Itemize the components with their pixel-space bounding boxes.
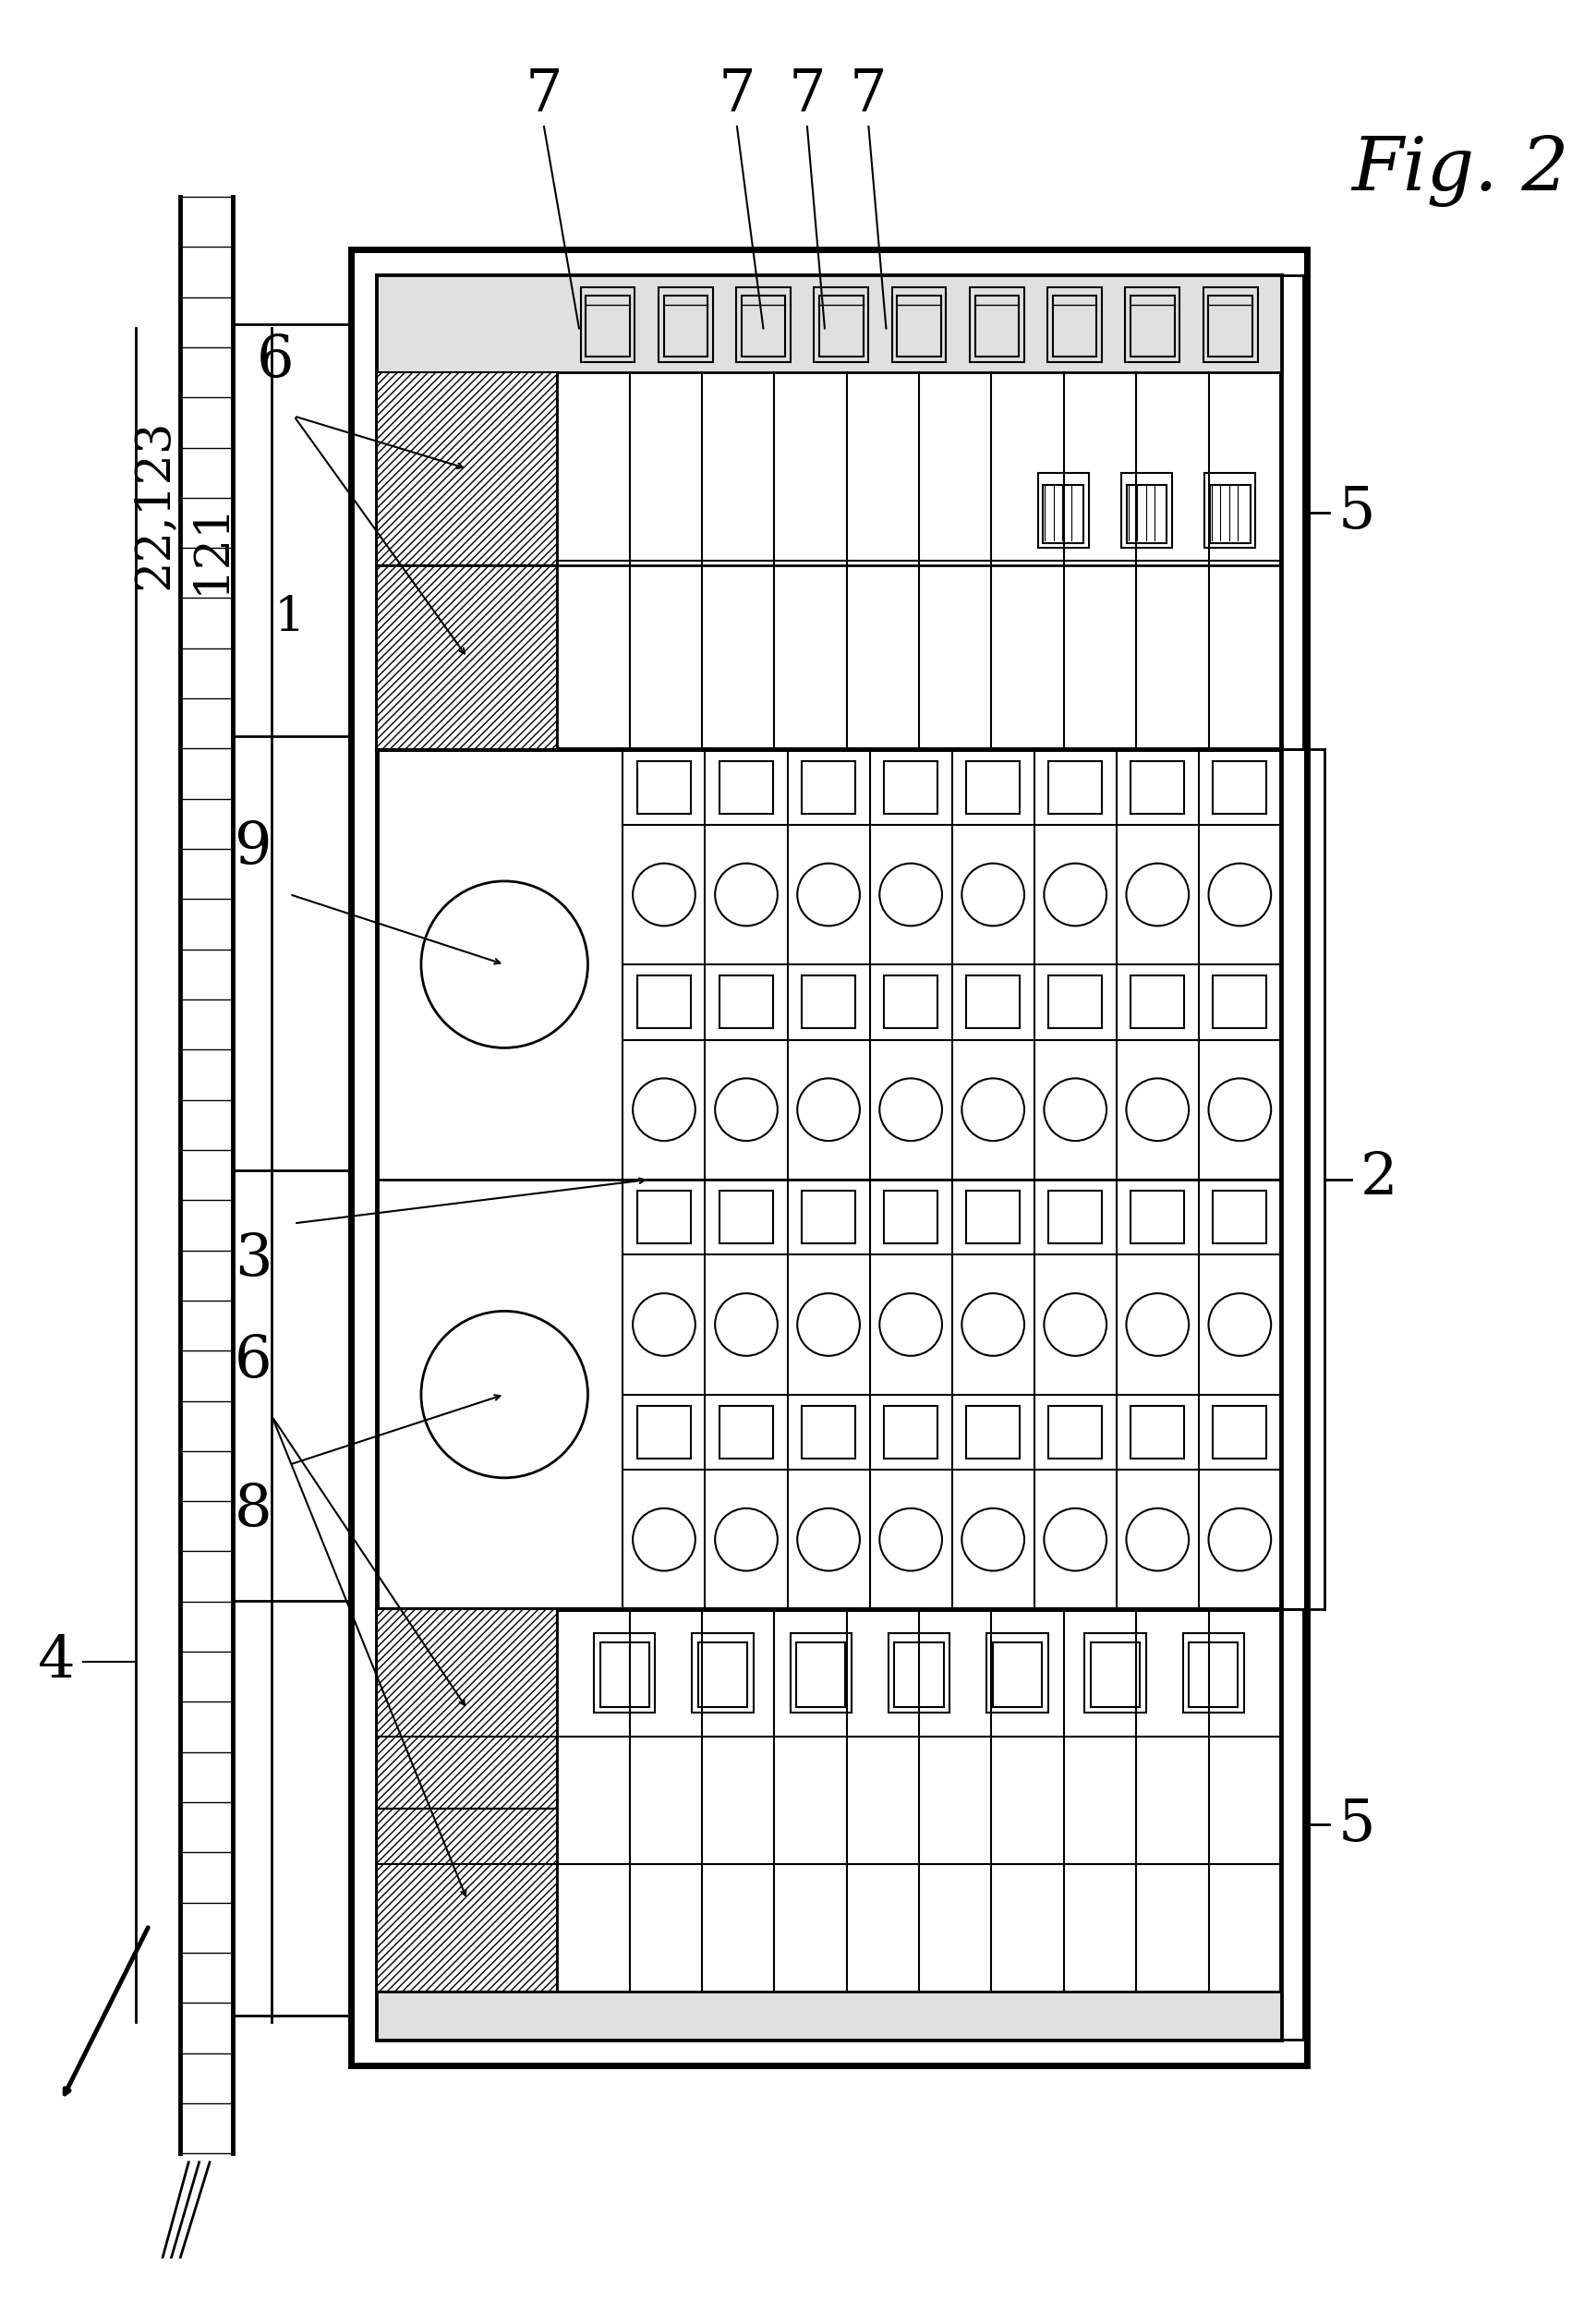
- Bar: [693, 1633, 753, 1712]
- Bar: [377, 275, 1282, 372]
- Bar: [351, 250, 1307, 2066]
- Bar: [1132, 1191, 1184, 1244]
- Bar: [637, 976, 691, 1029]
- Bar: [377, 275, 1282, 749]
- Text: 7: 7: [788, 65, 825, 123]
- Bar: [1047, 287, 1101, 361]
- Bar: [970, 287, 1025, 361]
- Text: 7: 7: [849, 65, 887, 123]
- Bar: [581, 287, 635, 361]
- Bar: [966, 1406, 1020, 1460]
- Text: 121: 121: [187, 502, 235, 594]
- Bar: [889, 1633, 950, 1712]
- Bar: [1049, 1191, 1101, 1244]
- Bar: [975, 296, 1018, 356]
- Bar: [790, 1633, 852, 1712]
- Text: 6: 6: [235, 1335, 271, 1390]
- Bar: [986, 1633, 1049, 1712]
- Text: 5: 5: [1337, 1797, 1376, 1853]
- Bar: [659, 287, 713, 361]
- Bar: [966, 761, 1020, 814]
- Bar: [1049, 1406, 1101, 1460]
- Bar: [600, 1642, 650, 1707]
- Bar: [1122, 474, 1171, 548]
- Text: 5: 5: [1337, 483, 1376, 541]
- Bar: [897, 296, 942, 356]
- Bar: [1203, 287, 1258, 361]
- Bar: [637, 1406, 691, 1460]
- Bar: [814, 287, 868, 361]
- Bar: [586, 296, 630, 356]
- Bar: [966, 1191, 1020, 1244]
- Text: 4: 4: [38, 1633, 77, 1691]
- Bar: [1210, 483, 1250, 544]
- Bar: [894, 1642, 943, 1707]
- Bar: [377, 1991, 1282, 2040]
- Bar: [377, 1610, 557, 1809]
- Bar: [1053, 296, 1096, 356]
- Bar: [377, 1809, 557, 1991]
- Bar: [801, 1406, 855, 1460]
- Bar: [819, 296, 863, 356]
- Bar: [742, 296, 785, 356]
- Text: 22,123: 22,123: [129, 419, 177, 590]
- Bar: [1132, 1406, 1184, 1460]
- Bar: [1208, 296, 1253, 356]
- Bar: [892, 287, 946, 361]
- Text: 9: 9: [235, 821, 271, 877]
- Text: 7: 7: [718, 65, 757, 123]
- Bar: [637, 1191, 691, 1244]
- Text: 6: 6: [257, 333, 294, 391]
- Bar: [1085, 1633, 1146, 1712]
- Bar: [1213, 976, 1267, 1029]
- Bar: [1213, 1191, 1267, 1244]
- Bar: [720, 976, 772, 1029]
- Bar: [720, 1406, 772, 1460]
- Bar: [377, 1610, 1282, 2040]
- Bar: [1213, 761, 1267, 814]
- Bar: [664, 296, 707, 356]
- Bar: [637, 761, 691, 814]
- Text: 7: 7: [525, 65, 563, 123]
- Bar: [1044, 483, 1084, 544]
- Bar: [1090, 1642, 1140, 1707]
- Bar: [796, 1642, 846, 1707]
- Bar: [1037, 474, 1088, 548]
- Bar: [1213, 1406, 1267, 1460]
- Bar: [720, 1191, 772, 1244]
- Bar: [1130, 296, 1175, 356]
- Text: 3: 3: [235, 1233, 271, 1288]
- Bar: [1132, 976, 1184, 1029]
- Bar: [1183, 1633, 1245, 1712]
- Bar: [736, 287, 790, 361]
- Bar: [966, 976, 1020, 1029]
- Bar: [801, 761, 855, 814]
- Bar: [377, 749, 1282, 1610]
- Bar: [884, 761, 937, 814]
- Bar: [1205, 474, 1256, 548]
- Bar: [1125, 287, 1179, 361]
- Bar: [697, 1642, 747, 1707]
- Bar: [884, 976, 937, 1029]
- Bar: [1127, 483, 1167, 544]
- Bar: [993, 1642, 1042, 1707]
- Text: 8: 8: [235, 1483, 271, 1538]
- Bar: [884, 1191, 937, 1244]
- Bar: [594, 1633, 656, 1712]
- Bar: [1189, 1642, 1238, 1707]
- Text: 2: 2: [1360, 1152, 1398, 1207]
- Bar: [1132, 761, 1184, 814]
- Bar: [801, 976, 855, 1029]
- Bar: [377, 372, 557, 564]
- Bar: [1049, 761, 1101, 814]
- Bar: [1049, 976, 1101, 1029]
- Bar: [884, 1406, 937, 1460]
- Bar: [801, 1191, 855, 1244]
- Text: 1: 1: [275, 594, 305, 641]
- Bar: [377, 564, 557, 749]
- Bar: [720, 761, 772, 814]
- Text: Fig. 2: Fig. 2: [1352, 134, 1569, 208]
